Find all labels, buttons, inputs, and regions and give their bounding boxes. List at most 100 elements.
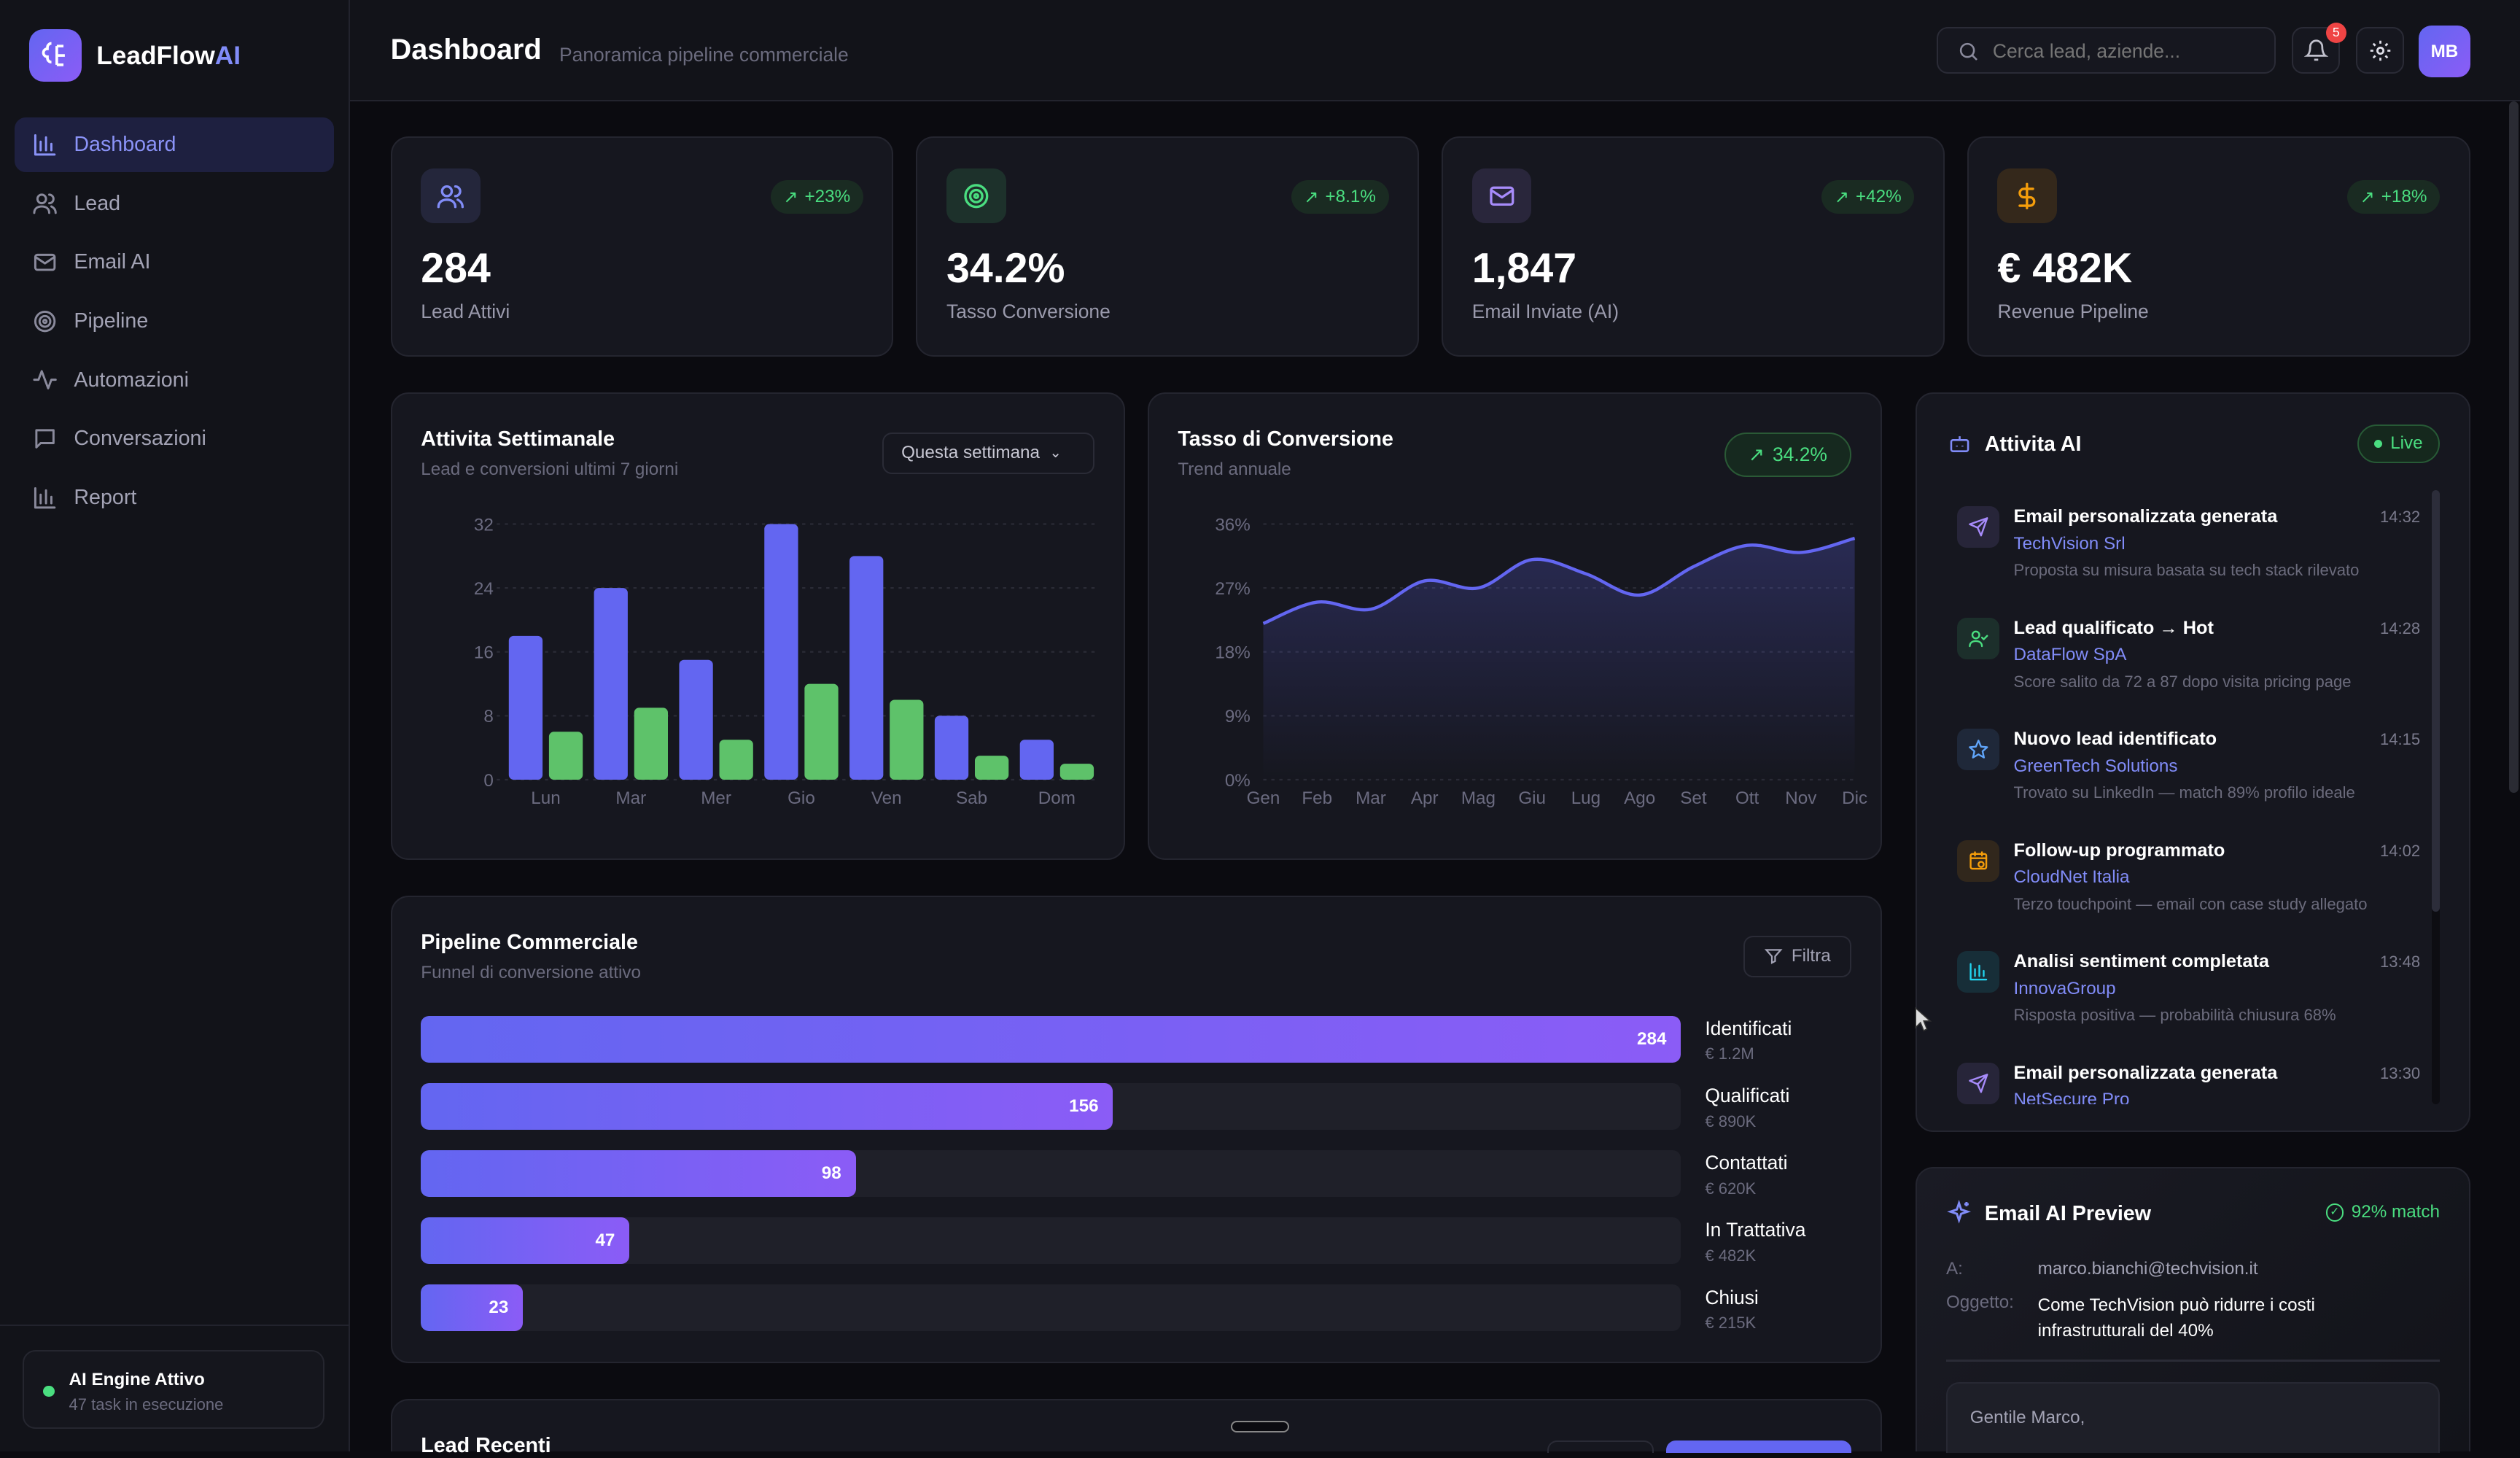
activity-company[interactable]: TechVision Srl [2013,533,2126,554]
sidebar-item-label: Pipeline [74,309,149,333]
to-label: A: [1945,1258,1963,1279]
lead-bar[interactable] [849,556,883,780]
subject-label: Oggetto: [1945,1292,2014,1312]
arrow-up-right-icon: ↗ [2360,187,2375,207]
sidebar-item-label: Lead [74,191,121,215]
conversion-bar[interactable] [1059,763,1094,780]
pipeline-bar-fill[interactable]: 23 [421,1284,524,1332]
status-dot-icon [43,1385,55,1397]
period-select[interactable]: Questa settimana ⌄ [882,432,1094,474]
activity-list[interactable]: Email personalizzata generata 14:32 Tech… [1917,493,2447,1104]
target-icon [964,184,989,209]
send-icon [1968,1074,1988,1093]
engine-subtitle: 47 task in esecuzione [69,1395,224,1414]
x-tick-label: Dic [1842,788,1867,808]
activity-title: Analisi sentiment completata [2013,951,2269,972]
sidebar-item-label: Report [74,485,137,509]
conversion-bar[interactable] [634,707,668,780]
activity-item[interactable]: Follow-up programmato 14:02 CloudNet Ita… [1957,839,2421,940]
x-tick-label: Nov [1785,788,1817,808]
activity-company[interactable]: NetSecure Pro [2013,1090,2130,1104]
activity-title: Email personalizzata generata [2013,1062,2278,1083]
gear-icon [2370,40,2391,61]
notifications-button[interactable]: 5 [2292,22,2347,74]
engine-title: AI Engine Attivo [69,1369,205,1389]
pipeline-bar-fill[interactable]: 156 [421,1082,1113,1130]
conversion-line[interactable] [1262,536,1855,625]
sidebar-item-lead[interactable]: Lead [15,177,335,231]
conversion-bar[interactable] [719,740,753,780]
search-input[interactable] [1992,36,2266,66]
change-badge: ↗ +42% [1821,179,1915,214]
page-scrollbar[interactable] [2508,101,2519,793]
lead-bar[interactable] [934,716,968,780]
conversion-bar[interactable] [974,755,1008,780]
resize-handle[interactable] [1231,1421,1289,1432]
robot-icon [1950,435,1969,452]
activity-company[interactable]: InnovaGroup [2013,978,2116,999]
lead-bar[interactable] [1019,740,1054,780]
change-value: +42% [1855,186,1902,206]
scrollbar-thumb[interactable] [2431,490,2440,912]
to-value: marco.bianchi@techvision.it [2037,1258,2258,1279]
x-tick-label: Dom [1038,788,1075,808]
sparkles-icon [1947,1199,1971,1224]
stat-icon-box [1997,168,2058,224]
email-preview-title: Email AI Preview [1984,1202,2152,1226]
sidebar-item-pipeline[interactable]: Pipeline [15,294,335,349]
sidebar-item-email-ai[interactable]: Email AI [15,235,335,290]
pipeline-bar-fill[interactable]: 47 [421,1217,630,1265]
conversion-bar[interactable] [889,699,924,780]
activity-item[interactable]: Email personalizzata generata 13:30 NetS… [1957,1062,2420,1104]
stat-icon-box [421,168,481,224]
trending-up-icon: ↗ [1748,443,1765,466]
y-tick-label: 27% [1215,579,1251,599]
avatar[interactable]: MB [2419,26,2470,77]
check-circle-icon: ✓ [2325,1203,2344,1222]
filter-button[interactable]: Filtra [1743,935,1851,977]
sidebar-item-report[interactable]: Report [15,470,335,525]
send-icon [1968,517,1988,537]
y-tick-label: 8 [483,707,493,726]
activity-item[interactable]: Lead qualificato → Hot 14:28 DataFlow Sp… [1957,617,2420,718]
pipeline-bar-track: 284 [421,1015,1681,1063]
stat-card: ↗ +8.1% 34.2% Tasso Conversione [916,136,1420,357]
activity-item[interactable]: Analisi sentiment completata 13:48 Innov… [1957,951,2420,1051]
x-tick-label: Lun [531,788,560,808]
recent-filter-button[interactable] [1547,1440,1654,1454]
notification-count-badge: 5 [2325,22,2347,44]
activity-item[interactable]: Nuovo lead identificato 14:15 GreenTech … [1957,729,2420,829]
conversion-bar[interactable] [804,683,839,780]
lead-bar[interactable] [679,659,713,780]
pipeline-bar-fill[interactable]: 98 [421,1150,856,1197]
lead-bar[interactable] [763,524,798,780]
x-tick-label: Sab [956,788,987,808]
activity-icon [33,370,57,390]
pipeline-bar-fill[interactable]: 284 [421,1015,1681,1063]
email-body[interactable]: Gentile Marco, [1945,1382,2440,1454]
activity-company[interactable]: GreenTech Solutions [2013,756,2178,776]
settings-button[interactable] [2356,27,2405,74]
search-box[interactable] [1936,27,2276,74]
activity-time: 14:02 [2380,841,2421,860]
live-dot-icon [2374,439,2383,448]
pipeline-bar-track: 156 [421,1082,1681,1130]
new-lead-button[interactable] [1666,1440,1851,1454]
sidebar-item-conversazioni[interactable]: Conversazioni [15,411,335,466]
pipeline-stage-name: Qualificati [1705,1085,1790,1107]
x-tick-label: Ago [1624,788,1655,808]
activity-scrollbar[interactable] [2431,490,2440,1104]
pipeline-bar-track: 23 [421,1284,1681,1332]
lead-bar[interactable] [508,635,542,780]
sidebar-item-dashboard[interactable]: Dashboard [14,117,335,172]
lead-bar[interactable] [594,587,628,780]
activity-company[interactable]: CloudNet Italia [2013,867,2130,888]
conversion-bar[interactable] [548,732,583,780]
arrow-up-right-icon: ↗ [1304,187,1319,207]
activity-company[interactable]: DataFlow SpA [2013,645,2127,665]
sidebar-item-label: Automazioni [74,368,189,392]
activity-item[interactable]: Email personalizzata generata 14:32 Tech… [1957,506,2420,606]
sidebar-item-automazioni[interactable]: Automazioni [15,353,335,408]
activity-icon-box [1957,1062,1999,1104]
activity-title: Lead qualificato → Hot [2013,617,2214,638]
